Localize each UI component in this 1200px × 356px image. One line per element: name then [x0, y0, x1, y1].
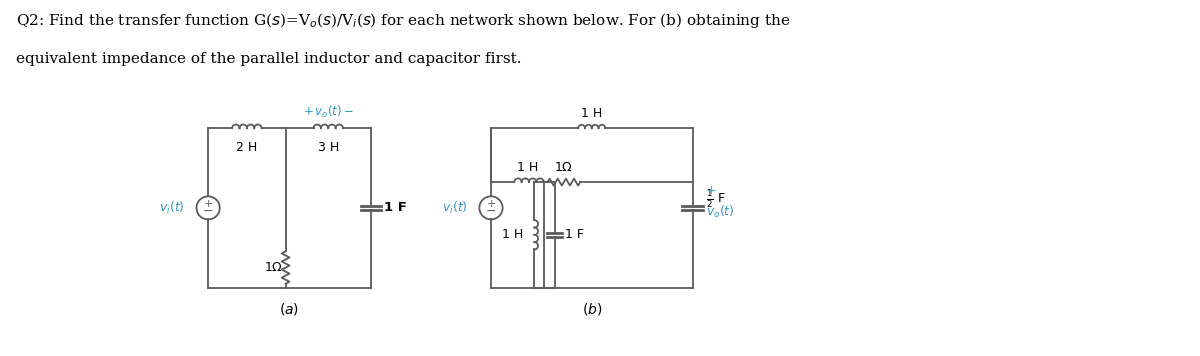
Text: $+\,v_o(t)-$: $+\,v_o(t)-$ [302, 104, 354, 120]
Text: +: + [204, 199, 212, 209]
Text: $(b)$: $(b)$ [582, 302, 602, 318]
Text: 1 H: 1 H [517, 161, 538, 174]
Text: $(a)$: $(a)$ [280, 302, 300, 318]
Text: 1 H: 1 H [502, 228, 523, 241]
Text: $v_i(t)$: $v_i(t)$ [442, 200, 468, 216]
Text: +: + [486, 199, 496, 209]
Text: 1$\Omega$: 1$\Omega$ [554, 161, 574, 174]
Text: $v_i(t)$: $v_i(t)$ [160, 200, 185, 216]
Text: +: + [706, 184, 716, 198]
Text: 1 H: 1 H [581, 108, 602, 120]
Text: 1 F: 1 F [565, 228, 583, 241]
Text: 2 H: 2 H [236, 141, 258, 154]
Text: −: − [486, 205, 497, 218]
Text: 1$\Omega$: 1$\Omega$ [264, 261, 283, 274]
Text: $v_o(t)$: $v_o(t)$ [706, 204, 734, 220]
Text: 1 F: 1 F [384, 201, 407, 214]
Text: equivalent impedance of the parallel inductor and capacitor first.: equivalent impedance of the parallel ind… [16, 52, 521, 66]
Text: Q2: Find the transfer function G($s$)=V$_o$($s$)/V$_i$($s$) for each network sho: Q2: Find the transfer function G($s$)=V$… [16, 11, 790, 30]
Text: $\frac{1}{2}$ F: $\frac{1}{2}$ F [706, 188, 725, 210]
Text: −: − [203, 205, 214, 218]
Text: 3 H: 3 H [318, 141, 338, 154]
